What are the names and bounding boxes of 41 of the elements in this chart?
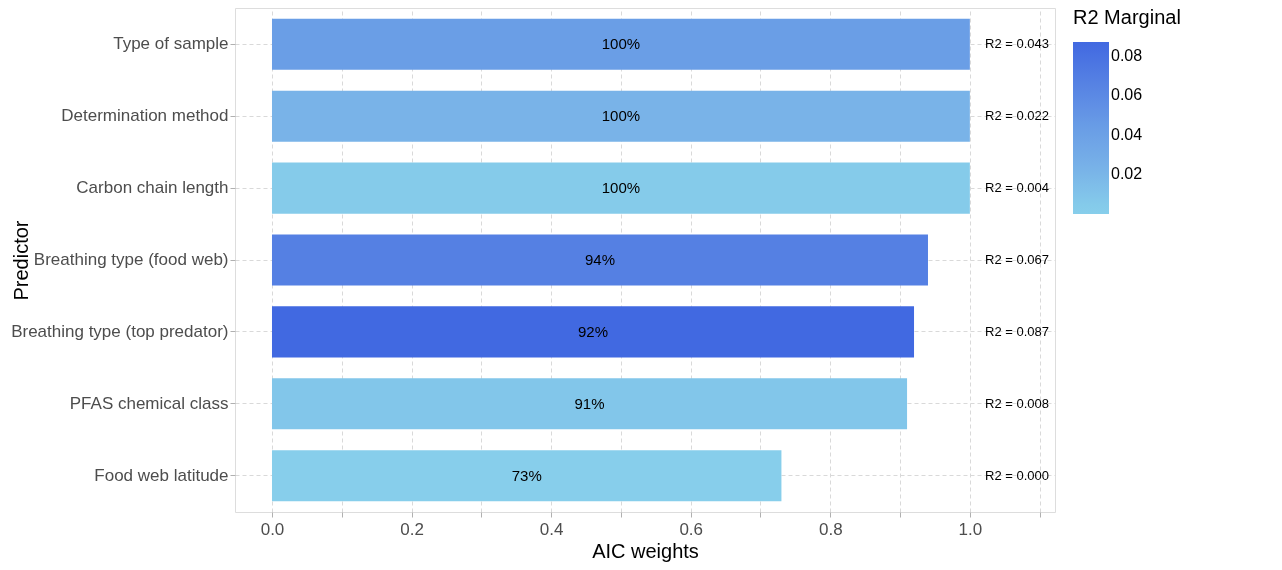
data-label: 100%: [601, 179, 641, 197]
bar: [271, 378, 908, 430]
y-tick-label: Type of sample: [113, 34, 229, 54]
data-label: 100%: [601, 35, 641, 53]
y-tick-label: Determination method: [61, 106, 229, 126]
y-tick-label: Food web latitude: [94, 465, 229, 485]
x-axis-title: AIC weights: [592, 539, 699, 562]
bar: [271, 450, 782, 502]
bar: [271, 306, 915, 358]
data-label: 100%: [601, 107, 641, 125]
data-label: 91%: [574, 394, 605, 412]
x-tick-label: 0.8: [818, 519, 843, 539]
y-tick-label: Breathing type (food web): [33, 250, 229, 269]
x-tick-label: 0.6: [679, 519, 704, 539]
y-axis-title: Predictor: [9, 220, 32, 301]
annotation: R2 = 0.004: [985, 180, 1049, 196]
x-tick-label: 0.0: [260, 519, 285, 539]
bar: [271, 162, 970, 214]
x-tick-label: 0.4: [539, 519, 564, 539]
y-tick-label: Breathing type (top predator): [11, 321, 229, 341]
annotation: R2 = 0.043: [985, 36, 1049, 52]
annotation: R2 = 0.087: [985, 323, 1049, 339]
x-tick-label: 0.2: [400, 519, 424, 539]
y-tick-label: PFAS chemical class: [69, 393, 229, 413]
color-bar-label: 0.04: [1111, 125, 1143, 143]
legend-title: R2 Marginal: [1073, 6, 1181, 28]
bar: [271, 234, 928, 286]
annotation: R2 = 0.008: [985, 395, 1049, 411]
annotation: R2 = 0.000: [985, 467, 1049, 483]
data-label: 94%: [584, 251, 615, 268]
annotation: R2 = 0.067: [985, 252, 1049, 267]
bar: [271, 90, 970, 142]
y-tick-label: Carbon chain length: [76, 178, 229, 198]
color-bar-label: 0.02: [1111, 165, 1143, 183]
data-label: 92%: [577, 322, 609, 340]
data-label: 73%: [511, 466, 542, 484]
color-bar-label: 0.08: [1111, 46, 1143, 64]
color-bar-label: 0.06: [1111, 86, 1143, 104]
x-tick-label: 1.0: [958, 519, 983, 539]
bar: [271, 18, 970, 70]
annotation: R2 = 0.022: [985, 108, 1049, 124]
